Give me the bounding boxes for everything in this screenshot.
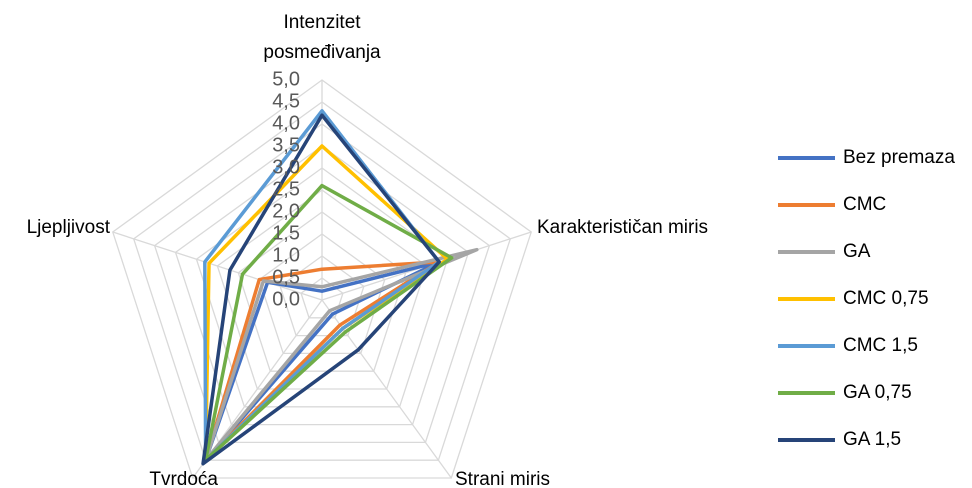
legend-label: GA bbox=[843, 241, 871, 262]
legend-label: CMC 1,5 bbox=[843, 335, 918, 356]
r-tick-label: 4,0 bbox=[272, 112, 300, 134]
r-tick-label: 1,0 bbox=[272, 244, 300, 266]
axis-label: Tvrdoća bbox=[149, 469, 218, 488]
spoke bbox=[112, 231, 323, 301]
grid-line bbox=[174, 145, 470, 426]
legend-label: GA 0,75 bbox=[843, 382, 912, 403]
legend-label: GA 1,5 bbox=[843, 429, 901, 450]
r-tick-label: 5,0 bbox=[272, 68, 300, 90]
grid-line bbox=[132, 101, 512, 461]
r-tick-label: 2,5 bbox=[272, 178, 300, 200]
grid-line bbox=[216, 189, 428, 390]
legend-label: CMC bbox=[843, 194, 886, 215]
grid-line bbox=[112, 79, 532, 479]
axis-label: Strani miris bbox=[455, 469, 550, 488]
r-tick-label: 2,0 bbox=[272, 200, 300, 222]
axis-label: Ljepljivost bbox=[27, 217, 111, 238]
legend-label: CMC 0,75 bbox=[843, 288, 929, 309]
r-tick-label: 4,5 bbox=[272, 90, 300, 112]
r-tick-label: 3,0 bbox=[272, 156, 300, 178]
series-line bbox=[203, 183, 454, 462]
r-tick-label: 3,5 bbox=[272, 134, 300, 156]
axis-label: Intenzitet posmeđivanja bbox=[263, 12, 381, 63]
r-tick-label: 0,0 bbox=[272, 288, 300, 310]
series-line bbox=[201, 113, 441, 466]
r-tick-label: 0,5 bbox=[272, 266, 300, 288]
grid-line bbox=[153, 123, 491, 444]
legend-label: Bez premaza bbox=[843, 147, 955, 168]
axis-label: Karakterističan miris bbox=[537, 217, 708, 238]
r-tick-label: 1,5 bbox=[272, 222, 300, 244]
